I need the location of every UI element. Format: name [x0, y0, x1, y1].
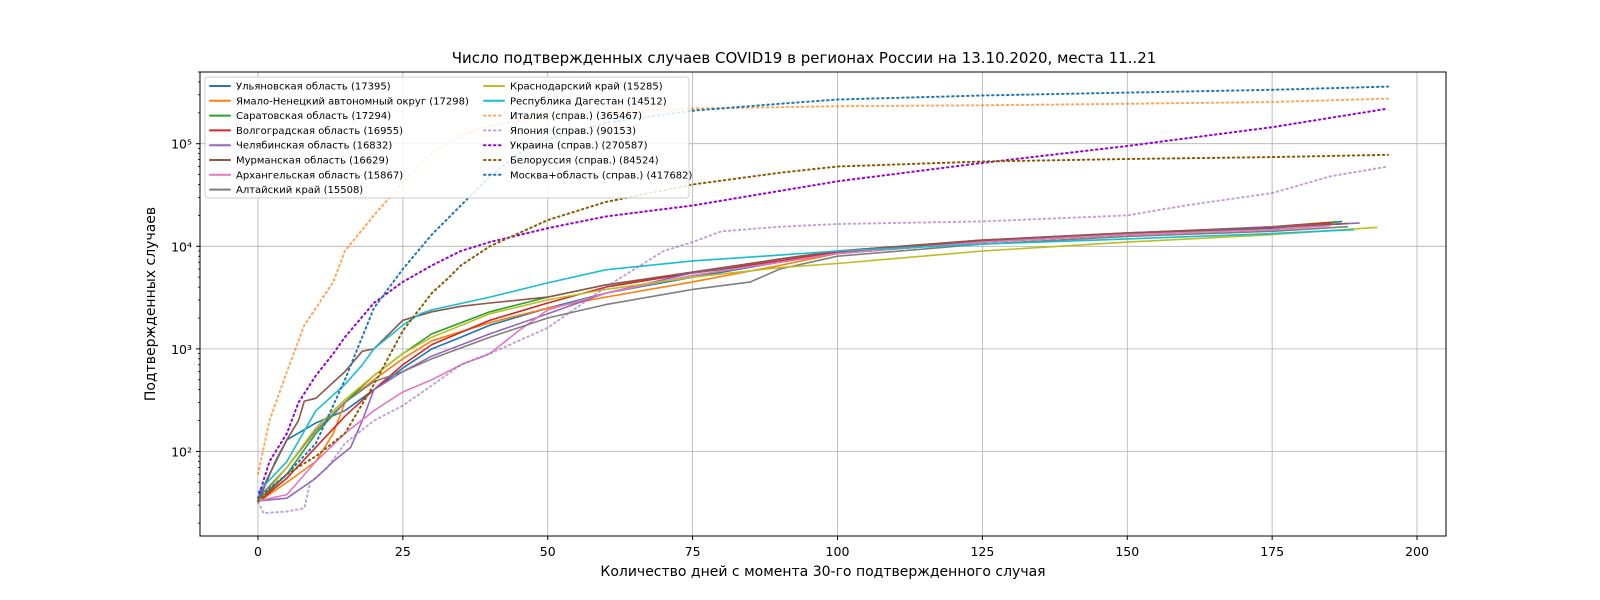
x-tick-label: 0 [254, 544, 262, 559]
series-line-1 [257, 220, 1343, 500]
legend-entry: Челябинская область (16832) [236, 141, 392, 152]
y-axis-ticks: 10² 10³ 10⁴ 10⁵ [171, 71, 200, 524]
legend-box [204, 76, 690, 199]
legend-entry: Белоруссия (справ.) (84524) [510, 156, 659, 167]
x-tick-label: 200 [1405, 544, 1429, 559]
legend-entry: Ямало-Ненецкий автономный округ (17298) [236, 96, 469, 107]
series-line-10 [257, 228, 1355, 494]
y-tick-label: 10³ [171, 342, 192, 357]
series-line-14 [257, 153, 1389, 502]
legend-entry: Япония (справ.) (90153) [510, 126, 636, 137]
x-tick-label: 175 [1260, 544, 1284, 559]
series-line-6 [257, 222, 1349, 504]
x-tick-label: 150 [1115, 544, 1139, 559]
legend: Ульяновская область (17395) Ямало-Ненецки… [204, 76, 693, 199]
y-tick-label: 10⁴ [171, 239, 192, 254]
x-tick-label: 25 [395, 544, 411, 559]
y-tick-label: 10⁵ [171, 137, 192, 152]
x-axis-label: Количество дней с момента 30-го подтверж… [600, 564, 1045, 580]
legend-entry: Республика Дагестан (14512) [510, 96, 667, 107]
legend-entry: Ульяновская область (17395) [236, 82, 391, 93]
x-tick-label: 75 [685, 544, 701, 559]
legend-entry: Мурманская область (16629) [236, 156, 389, 167]
series-layer [257, 85, 1389, 515]
grid-lines [200, 72, 1446, 536]
legend-entry: Италия (справ.) (365467) [510, 111, 642, 122]
legend-entry: Волгоградская область (16955) [236, 126, 403, 137]
plot-frame [199, 71, 1447, 537]
legend-entry: Саратовская область (17294) [236, 111, 391, 122]
x-tick-label: 50 [540, 544, 556, 559]
legend-entry: Москва+область (справ.) (417682) [510, 170, 693, 181]
legend-entry: Краснодарский край (15285) [510, 82, 663, 93]
x-tick-label: 100 [826, 544, 850, 559]
series-line-9 [257, 226, 1378, 504]
chart-title: Число подтвержденных случаев COVID19 в р… [452, 49, 1157, 67]
series-line-13 [257, 107, 1389, 500]
legend-entry: Архангельская область (15867) [236, 170, 403, 181]
x-axis-ticks: 0 25 50 75 100 125 150 175 200 [254, 536, 1429, 559]
y-tick-label: 10² [171, 444, 192, 459]
x-tick-label: 125 [970, 544, 994, 559]
series-line-12 [257, 165, 1389, 515]
legend-entry: Украина (справ.) (270587) [510, 141, 648, 152]
legend-entry: Алтайский край (15508) [236, 185, 363, 196]
y-axis-label: Подтвержденных случаев [143, 207, 159, 401]
series-line-4 [257, 222, 1331, 504]
